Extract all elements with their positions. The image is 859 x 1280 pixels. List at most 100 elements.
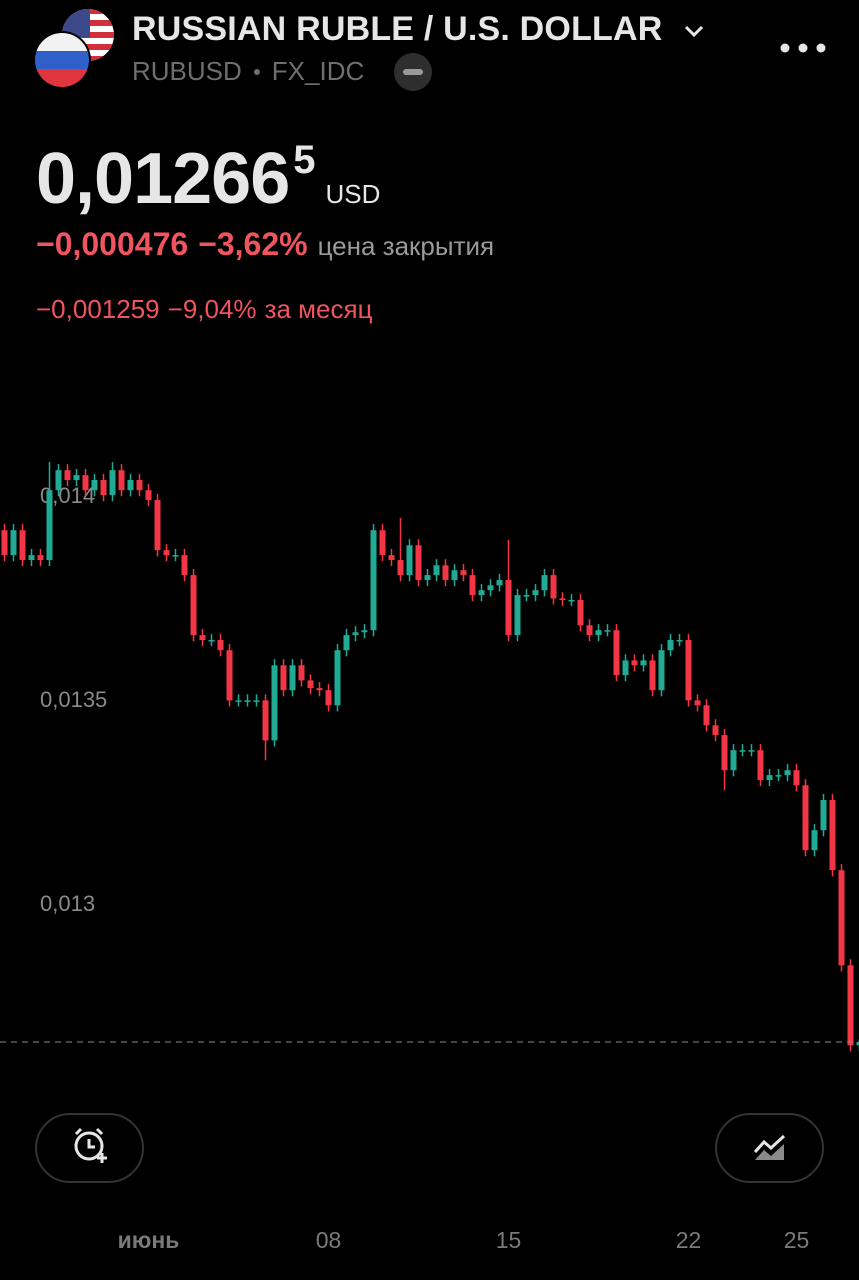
candle-body [91,480,98,491]
candle-body [415,545,422,580]
candle-body [514,595,521,636]
candle-body [784,770,791,776]
candle-body [370,530,377,631]
y-tick-label: 0,013 [40,891,95,916]
candle-body [838,870,845,966]
change: −0,000476 [36,226,189,262]
more-button[interactable] [780,43,826,53]
candle-body [712,725,719,736]
candle-body [541,575,548,591]
candle-body [559,598,566,600]
candle-body [163,550,170,556]
candle-body [802,785,809,851]
candle-body [568,600,575,602]
x-tick-label: 08 [316,1227,342,1253]
candle-body [550,575,557,599]
candle-body [721,735,728,771]
candle-body [685,640,692,701]
candle-body [496,580,503,586]
month-note: за месяц [264,294,373,324]
candle-body [325,690,332,706]
instrument-title[interactable]: RUSSIAN RUBLE / U.S. DOLLAR [132,10,663,48]
month-change: −0,001259 −9,04% за месяц [36,294,372,325]
candle-body [622,660,629,676]
candle-body [676,640,683,642]
candle-body [280,665,287,691]
candle-body [46,490,53,560]
candle-body [208,640,215,642]
separator [253,68,260,75]
candle-body [775,775,782,777]
candle-body [442,565,449,580]
candle-body [388,555,395,560]
candle-body [478,590,485,596]
candle-body [451,570,458,580]
y-tick-label: 0,0135 [40,687,107,712]
candle-body [316,688,323,691]
candle-body [298,665,305,681]
month-change-percent: −9,04% [167,294,257,324]
candle-body [199,635,206,640]
candle-body [37,555,44,560]
candle-body [460,570,467,576]
candle-body [136,480,143,491]
currency: USD [325,179,381,209]
exchange: FX_IDC [271,56,365,86]
candle-body [577,600,584,626]
candle-body [19,530,26,560]
candle-body [433,565,440,576]
change-note: цена закрытия [317,231,495,261]
candle-body [271,665,278,741]
candle-body [523,595,530,597]
price: 0,01266 5 USD [36,138,380,220]
candle-body [55,470,62,491]
candle-body [631,660,638,666]
x-tick-label: 15 [496,1227,522,1253]
candle-body [217,640,224,651]
candle-body [757,750,764,780]
candle-body [379,530,386,556]
candle-body [586,625,593,636]
candle-body [343,635,350,651]
candle-body [307,680,314,689]
candle-body [181,555,188,576]
price-last-digit: 5 [293,138,316,182]
candle-body [127,480,134,491]
candle-body [82,475,89,491]
ru-flag [35,33,89,87]
candle-body [748,750,755,752]
candle-body [118,470,125,491]
candle-body [703,705,710,726]
candle-body [226,650,233,701]
candle-body [613,630,620,676]
candle-body [856,1042,859,1046]
candle-body [244,700,251,702]
x-tick-label: 22 [676,1227,702,1253]
alert-button[interactable] [35,1113,144,1183]
candle-body [235,700,242,702]
candle-body [640,660,647,666]
dropdown-arrow[interactable] [684,25,704,38]
candle-body [847,965,854,1046]
candle-body [730,750,737,771]
candle-body [406,545,413,576]
candle-body [424,575,431,580]
candle-body [505,580,512,636]
candle-body [397,560,404,576]
candle-body [766,775,773,780]
candle-body [829,800,836,871]
symbol: RUBUSD [132,56,242,86]
day-change: −0,000476 −3,62% цена закрытия [36,226,494,263]
candle-body [820,800,827,831]
chart-style-button[interactable] [715,1113,824,1183]
candle-body [145,490,152,500]
candle-body [253,700,260,702]
instrument-subtitle: RUBUSD FX_IDC [132,56,364,87]
candle-body [100,480,107,496]
candle-body [694,700,701,706]
candle-body [289,665,296,691]
candle-body [172,555,179,557]
collapse-button[interactable] [394,53,432,91]
x-tick-label: 25 [784,1227,810,1253]
